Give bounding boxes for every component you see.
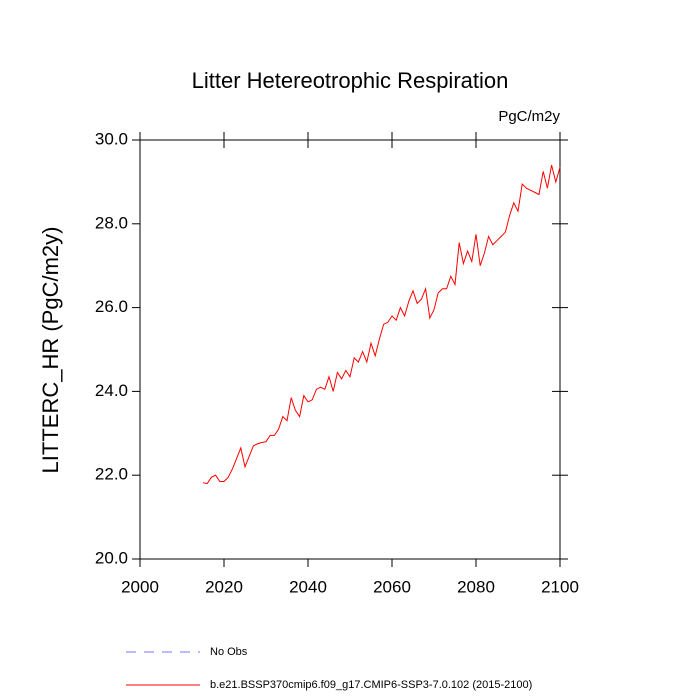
y-tick-label: 24.0 [95,381,128,400]
x-tick-label: 2040 [289,577,327,596]
legend-label: No Obs [210,646,248,658]
x-tick-label: 2000 [121,577,159,596]
y-tick-label: 30.0 [95,129,128,148]
y-tick-label: 28.0 [95,213,128,232]
x-tick-label: 2060 [373,577,411,596]
plot-frame [139,139,561,560]
units-label: PgC/m2y [498,108,560,125]
y-tick-label: 20.0 [95,548,128,567]
data-line [202,165,561,485]
y-axis-label: LITTERC_HR (PgC/m2y) [38,227,63,474]
x-tick-label: 2100 [541,577,579,596]
chart-title: Litter Hetereotrophic Respiration [192,68,509,93]
x-tick-label: 2020 [205,577,243,596]
y-tick-label: 22.0 [95,465,128,484]
x-tick-label: 2080 [457,577,495,596]
legend-label: b.e21.BSSP370cmip6.f09_g17.CMIP6-SSP3-7.… [210,679,532,691]
y-tick-label: 26.0 [95,297,128,316]
